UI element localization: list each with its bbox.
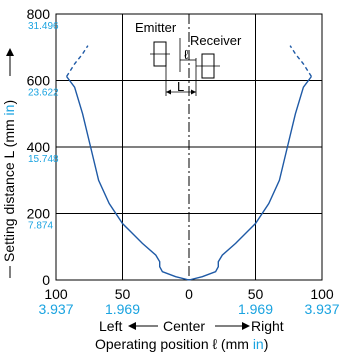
x-tick-in-0: 3.937: [38, 301, 73, 317]
x-tick-in-1: 1.969: [105, 301, 140, 317]
y-tick-mm-1: 200: [27, 206, 51, 222]
left-arrow-head: [128, 322, 136, 330]
x-tick-in-3: 1.969: [238, 301, 273, 317]
x-tick-mm-4: 100: [310, 286, 334, 302]
curves: [66, 45, 312, 281]
x-tick-mm-3: 50: [248, 286, 264, 302]
L-arrow-right: [191, 89, 196, 95]
direction-right-label: Right: [251, 318, 284, 334]
sensor-inset: Emitter Receiver ℓ L: [135, 20, 242, 96]
curve-right-dashed: [289, 45, 312, 77]
y-tick-mm-4: 800: [27, 6, 51, 22]
curve-left-dashed: [66, 45, 89, 77]
xlabel-prefix: Operating position ℓ (mm: [95, 336, 253, 352]
ell-label: ℓ: [184, 47, 189, 62]
ylabel-suffix: ): [1, 100, 17, 105]
xlabel-suffix: ): [264, 336, 269, 352]
right-arrow-head: [242, 322, 250, 330]
y-tick-in-2: 15.748: [28, 154, 59, 165]
y-tick-mm-2: 400: [27, 139, 51, 155]
receiver-label: Receiver: [190, 33, 242, 48]
direction-labels: Left Center Right: [99, 318, 284, 334]
svg-text:Setting distance L (mm in): Setting distance L (mm in): [1, 100, 17, 262]
direction-center-label: Center: [163, 318, 205, 334]
x-tick-mm-1: 50: [115, 286, 131, 302]
y-tick-mm-0: 0: [42, 272, 50, 288]
x-tick-mm-2: 0: [185, 286, 193, 302]
direction-left-label: Left: [99, 318, 122, 334]
emitter-label: Emitter: [135, 20, 177, 35]
L-arrow-left: [166, 89, 171, 95]
y-tick-mm-3: 600: [27, 73, 51, 89]
y-axis-title-arrow-head: [6, 48, 14, 56]
y-tick-in-4: 31.496: [28, 21, 59, 32]
xlabel-unit: in: [253, 336, 264, 352]
y-axis-title: Setting distance L (mm in): [1, 48, 17, 278]
L-label: L: [177, 79, 184, 94]
x-tick-mm-0: 100: [44, 286, 68, 302]
y-tick-in-3: 23.622: [28, 88, 59, 99]
y-tick-in-1: 7.874: [28, 221, 53, 232]
x-axis-title: Operating position ℓ (mm in): [95, 336, 268, 352]
ylabel-unit: in: [1, 105, 17, 116]
ylabel-prefix: Setting distance L (mm: [1, 115, 17, 262]
x-tick-in-4: 3.937: [304, 301, 339, 317]
curve-left: [66, 76, 190, 281]
curve-right: [188, 76, 312, 281]
